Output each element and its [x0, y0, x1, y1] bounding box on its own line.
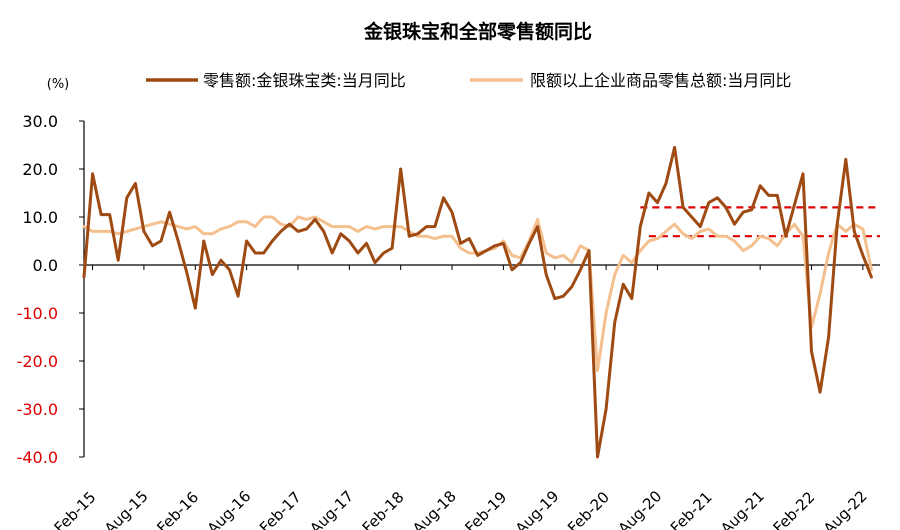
- series-line-1: [82, 145, 873, 459]
- series-lines: [82, 145, 873, 459]
- x-tick-label: Feb-16: [153, 488, 202, 530]
- x-tick-label: Feb-20: [564, 488, 613, 530]
- x-tick-label: Aug-16: [204, 487, 255, 530]
- y-axis-ticks: 30.0 20.0 10.0 0.0 -10.0 -20.0 -30.0 -40.0: [17, 112, 84, 467]
- x-tick-label: Feb-15: [51, 488, 100, 530]
- y-tick-label: 20.0: [22, 160, 58, 179]
- x-tick-label: Aug-19: [512, 487, 563, 530]
- x-tick-label: Feb-18: [359, 488, 408, 530]
- y-tick-label: -10.0: [17, 304, 58, 323]
- x-tick-label: Aug-21: [717, 487, 768, 530]
- y-tick-label: -20.0: [17, 352, 58, 371]
- chart-title: 金银珠宝和全部零售额同比: [363, 20, 592, 43]
- y-tick-label: -40.0: [17, 448, 58, 467]
- y-tick-label: 0.0: [33, 256, 58, 275]
- unit-label: (%): [47, 77, 70, 92]
- axes: [83, 121, 880, 457]
- legend-label-series-2: 限额以上企业商品零售总额:当月同比: [530, 71, 791, 90]
- x-tick-label: Aug-20: [615, 487, 666, 530]
- x-tick-label: Feb-17: [256, 488, 305, 530]
- x-tick-label: Aug-15: [101, 487, 152, 530]
- y-tick-label: -30.0: [17, 400, 58, 419]
- y-tick-label: 10.0: [22, 208, 58, 227]
- x-tick-label: Aug-22: [820, 487, 871, 530]
- x-tick-label: Feb-22: [770, 488, 819, 530]
- x-tick-label: Feb-19: [461, 488, 510, 530]
- x-tick-label: Feb-21: [667, 488, 716, 530]
- x-tick-label: Aug-18: [409, 487, 460, 530]
- x-axis-ticks: Feb-15 Aug-15 Feb-16 Aug-16 Feb-17 Aug-17 Feb-…: [51, 265, 871, 530]
- y-tick-label: 30.0: [22, 112, 58, 131]
- x-tick-label: Aug-17: [306, 487, 357, 530]
- series-line-2: [82, 215, 873, 373]
- legend: 零售额:金银珠宝类:当月同比 限额以上企业商品零售总额:当月同比: [146, 71, 791, 90]
- legend-label-series-1: 零售额:金银珠宝类:当月同比: [203, 71, 406, 90]
